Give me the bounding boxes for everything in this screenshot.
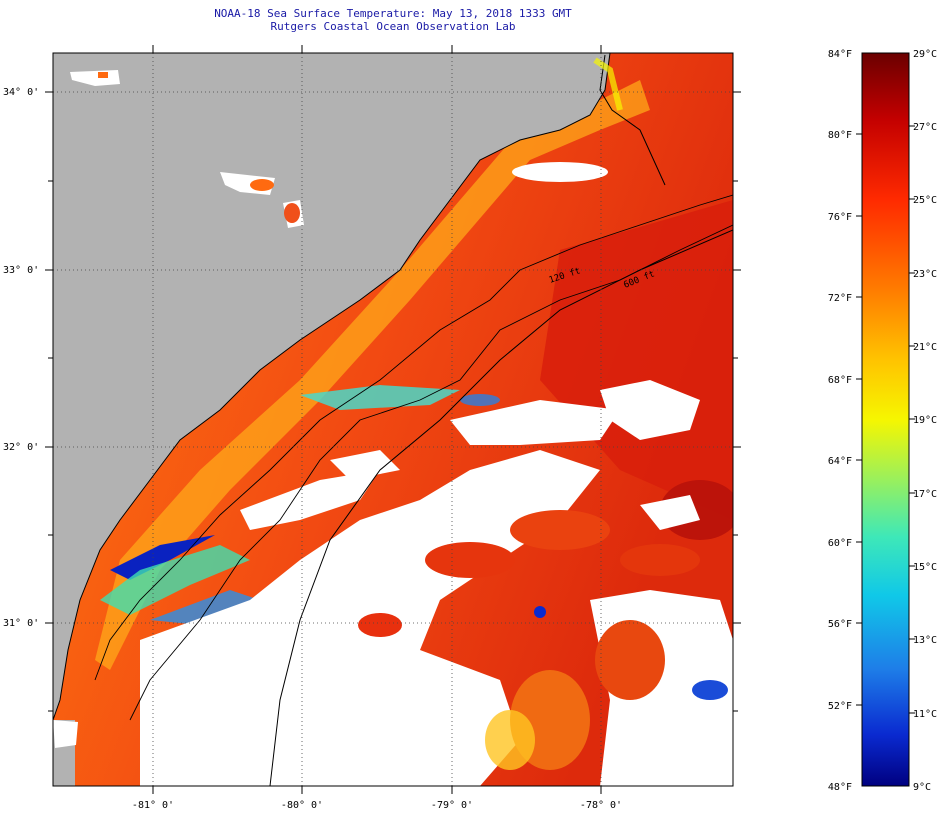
coastline-north [599, 54, 666, 186]
axis-ticks [45, 45, 741, 794]
c-label-27: 27°C [913, 122, 937, 133]
c-label-13: 13°C [913, 635, 937, 646]
f-label-68: 68°F [828, 375, 852, 386]
lon-label-79: -79° 0' [431, 800, 473, 811]
colorbar-ticks [856, 125, 915, 714]
c-label-23: 23°C [913, 269, 937, 280]
isobath-600ft [129, 224, 733, 721]
f-label-64: 64°F [828, 456, 852, 467]
sound-band [593, 57, 623, 111]
c-label-25: 25°C [913, 195, 937, 206]
f-label-76: 76°F [828, 212, 852, 223]
warm-core [540, 200, 733, 520]
cold-plume [110, 535, 215, 580]
c-label-11: 11°C [913, 709, 937, 720]
c-label-21: 21°C [913, 342, 937, 353]
isobath-deep [269, 229, 733, 786]
lat-label-34: 34° 0' [3, 87, 39, 98]
land-mass [53, 53, 611, 721]
cool-plume [100, 545, 250, 615]
title-block: NOAA-18 Sea Surface Temperature: May 13,… [53, 7, 733, 33]
c-label-19: 19°C [913, 415, 937, 426]
lat-label-31: 31° 0' [3, 618, 39, 629]
cool-filament [150, 590, 260, 625]
f-label-80: 80°F [828, 130, 852, 141]
c-label-15: 15°C [913, 562, 937, 573]
graticule [53, 53, 733, 786]
lat-label-33: 33° 0' [3, 265, 39, 276]
isobath-120ft [94, 194, 733, 681]
map-frame [53, 53, 733, 786]
f-label-56: 56°F [828, 619, 852, 630]
cool-streak [300, 385, 460, 410]
warm-patches [358, 394, 728, 770]
map-title: NOAA-18 Sea Surface Temperature: May 13,… [214, 7, 572, 20]
map-border [52, 52, 734, 787]
colorbar [861, 52, 910, 787]
f-label-52: 52°F [828, 701, 852, 712]
celsius-scale: 29°C 27°C 25°C 23°C 21°C 19°C 17°C 15°C … [913, 49, 937, 793]
lon-label-78: -78° 0' [580, 800, 622, 811]
f-label-72: 72°F [828, 293, 852, 304]
map-subtitle: Rutgers Coastal Ocean Observation Lab [270, 20, 516, 33]
lat-label-32: 32° 0' [3, 442, 39, 453]
land-hotspots [98, 72, 300, 223]
f-label-84: 84°F [828, 49, 852, 60]
c-label-29: 29°C [913, 49, 937, 60]
c-label-17: 17°C [913, 489, 937, 500]
lon-label-81: -81° 0' [132, 800, 174, 811]
f-label-60: 60°F [828, 538, 852, 549]
c-label-9: 9°C [913, 782, 931, 793]
f-label-48: 48°F [828, 782, 852, 793]
fahrenheit-scale: 84°F 80°F 76°F 72°F 68°F 64°F 60°F 56°F … [828, 49, 852, 793]
lon-label-80: -80° 0' [281, 800, 323, 811]
